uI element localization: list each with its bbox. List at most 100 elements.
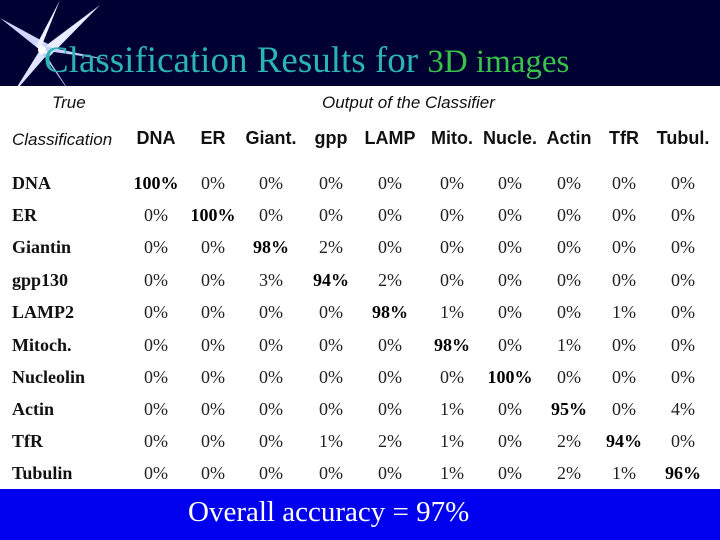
matrix-cell: 0% bbox=[201, 431, 225, 451]
matrix-cell: 0% bbox=[440, 367, 464, 387]
matrix-cell: 0% bbox=[378, 335, 402, 355]
true-header: True bbox=[52, 93, 86, 112]
matrix-cell: 0% bbox=[498, 270, 522, 290]
matrix-cell: 0% bbox=[319, 173, 343, 193]
matrix-cell: 3% bbox=[259, 270, 283, 290]
matrix-cell: 0% bbox=[612, 335, 636, 355]
matrix-cell: 0% bbox=[259, 205, 283, 225]
matrix-cell: 0% bbox=[144, 270, 168, 290]
matrix-cell: 0% bbox=[144, 237, 168, 257]
matrix-cell: 0% bbox=[378, 463, 402, 483]
matrix-cell: 0% bbox=[378, 237, 402, 257]
title-part-1: Classification Results for bbox=[44, 40, 428, 81]
matrix-cell: 0% bbox=[201, 237, 225, 257]
matrix-cell: 0% bbox=[557, 302, 581, 322]
row-label: TfR bbox=[12, 431, 43, 451]
matrix-cell: 0% bbox=[440, 270, 464, 290]
row-label: DNA bbox=[12, 173, 51, 193]
matrix-cell: 0% bbox=[259, 367, 283, 387]
matrix-cell: 1% bbox=[440, 463, 464, 483]
matrix-cell: 0% bbox=[612, 367, 636, 387]
matrix-cell: 0% bbox=[671, 173, 695, 193]
starburst-decoration bbox=[0, 0, 110, 100]
matrix-cell: 0% bbox=[259, 335, 283, 355]
matrix-cell: 2% bbox=[557, 463, 581, 483]
matrix-cell: 0% bbox=[201, 335, 225, 355]
matrix-cell: 0% bbox=[144, 367, 168, 387]
matrix-cell: 0% bbox=[319, 205, 343, 225]
matrix-cell: 0% bbox=[144, 431, 168, 451]
matrix-cell: 0% bbox=[378, 205, 402, 225]
matrix-cell: 1% bbox=[557, 335, 581, 355]
matrix-cell: 2% bbox=[378, 431, 402, 451]
matrix-cell: 0% bbox=[671, 270, 695, 290]
row-label: ER bbox=[12, 205, 38, 225]
column-header: LAMP bbox=[364, 128, 416, 148]
column-header: Giant. bbox=[245, 128, 297, 148]
matrix-cell: 4% bbox=[671, 399, 695, 419]
matrix-cell: 0% bbox=[259, 302, 283, 322]
matrix-cell: 94% bbox=[606, 431, 642, 451]
row-label: gpp130 bbox=[12, 270, 69, 290]
matrix-cell: 0% bbox=[498, 335, 522, 355]
row-label: Nucleolin bbox=[12, 367, 86, 387]
matrix-cell: 0% bbox=[201, 367, 225, 387]
matrix-cell: 0% bbox=[671, 431, 695, 451]
results-panel bbox=[0, 86, 720, 489]
column-header: ER bbox=[200, 128, 226, 148]
matrix-cell: 0% bbox=[498, 431, 522, 451]
matrix-cell: 0% bbox=[144, 463, 168, 483]
matrix-cell: 0% bbox=[259, 399, 283, 419]
matrix-cell: 0% bbox=[201, 173, 225, 193]
matrix-cell: 0% bbox=[201, 270, 225, 290]
matrix-cell: 98% bbox=[253, 237, 289, 257]
matrix-cell: 0% bbox=[612, 237, 636, 257]
matrix-cell: 0% bbox=[378, 399, 402, 419]
matrix-cell: 0% bbox=[319, 463, 343, 483]
column-header: gpp bbox=[314, 128, 348, 148]
matrix-cell: 98% bbox=[434, 335, 470, 355]
matrix-cell: 1% bbox=[319, 431, 343, 451]
matrix-cell: 0% bbox=[498, 205, 522, 225]
classification-header: Classification bbox=[12, 130, 113, 149]
matrix-cell: 96% bbox=[665, 463, 701, 483]
row-label: Tubulin bbox=[12, 463, 73, 483]
matrix-cell: 0% bbox=[378, 367, 402, 387]
matrix-cell: 1% bbox=[440, 302, 464, 322]
matrix-cell: 0% bbox=[671, 237, 695, 257]
matrix-cell: 0% bbox=[557, 205, 581, 225]
column-header: Tubul. bbox=[656, 128, 710, 148]
footer-band bbox=[0, 489, 720, 540]
matrix-cell: 1% bbox=[440, 399, 464, 419]
column-header: DNA bbox=[136, 128, 176, 148]
matrix-cell: 98% bbox=[372, 302, 408, 322]
matrix-cell: 0% bbox=[557, 270, 581, 290]
matrix-cell: 2% bbox=[557, 431, 581, 451]
matrix-cell: 0% bbox=[498, 463, 522, 483]
matrix-cell: 0% bbox=[319, 302, 343, 322]
matrix-cell: 1% bbox=[612, 463, 636, 483]
matrix-cell: 0% bbox=[612, 399, 636, 419]
matrix-cell: 0% bbox=[612, 270, 636, 290]
column-header: Nucle. bbox=[482, 128, 538, 148]
matrix-cell: 0% bbox=[498, 399, 522, 419]
matrix-cell: 0% bbox=[319, 367, 343, 387]
matrix-cell: 0% bbox=[671, 205, 695, 225]
matrix-cell: 0% bbox=[498, 237, 522, 257]
matrix-cell: 0% bbox=[201, 399, 225, 419]
matrix-cell: 0% bbox=[259, 431, 283, 451]
matrix-cell: 94% bbox=[313, 270, 349, 290]
matrix-cell: 0% bbox=[440, 173, 464, 193]
matrix-cell: 100% bbox=[133, 173, 179, 193]
matrix-cell: 95% bbox=[551, 399, 587, 419]
matrix-cell: 0% bbox=[378, 173, 402, 193]
overall-accuracy: Overall accuracy = 97% bbox=[188, 496, 470, 528]
row-label: Giantin bbox=[12, 237, 72, 257]
output-header: Output of the Classifier bbox=[322, 93, 495, 112]
matrix-cell: 0% bbox=[144, 302, 168, 322]
matrix-cell: 0% bbox=[319, 399, 343, 419]
matrix-cell: 100% bbox=[487, 367, 533, 387]
matrix-cell: 0% bbox=[612, 205, 636, 225]
title-part-2: 3D images bbox=[427, 44, 570, 80]
matrix-cell: 0% bbox=[671, 302, 695, 322]
